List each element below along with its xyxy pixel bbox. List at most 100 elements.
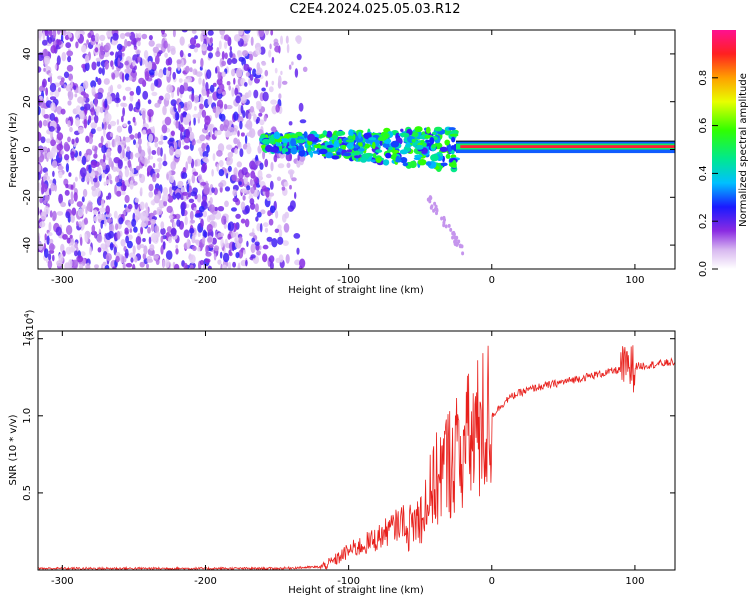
spectrogram-cell: [233, 111, 239, 121]
spectrogram-cell: [77, 126, 84, 134]
colorbar-tick-label: 0.8: [698, 70, 709, 86]
spectrogram-cell: [81, 44, 87, 53]
spectrogram-cell: [211, 237, 217, 245]
spectrogram-cell: [236, 139, 241, 148]
spectrogram-cell: [283, 223, 290, 233]
spectrogram-cell: [154, 194, 160, 204]
spectrogram-cell: [245, 72, 250, 77]
spectrogram-cell: [122, 262, 126, 269]
spectrogram-cell: [49, 238, 54, 245]
spectrogram-cell: [311, 146, 316, 152]
spectrogram-cell: [294, 191, 297, 200]
spectrogram-cell: [120, 239, 126, 247]
snr-y-tick-label: 0.5: [22, 485, 33, 501]
spectrogram-cell: [119, 32, 126, 40]
spectrogram-cell: [395, 159, 402, 163]
spectrogram-cell: [81, 196, 85, 203]
spectrogram-cell: [94, 96, 98, 107]
spectrogram-cell: [74, 176, 78, 182]
spectrogram-cell: [135, 32, 139, 39]
spectrogram-cell: [191, 30, 197, 34]
spectrogram-cell: [169, 175, 175, 184]
spectrogram-cell: [130, 257, 134, 263]
spectrogram-cell: [134, 255, 138, 263]
spectrogram-cell: [67, 100, 72, 106]
spectrogram-cell: [255, 46, 262, 56]
spectrogram-cell: [137, 137, 142, 145]
spectrogram-cell: [103, 153, 106, 162]
spectrogram-cell: [255, 154, 259, 161]
spectrogram-cell: [268, 49, 272, 58]
spectrogram-cell: [434, 126, 443, 132]
spectrogram-cell: [219, 30, 226, 36]
spectrogram-cell: [215, 50, 221, 58]
spectrogram-cell: [47, 260, 53, 269]
spectrogram-cell: [69, 234, 73, 239]
spectrogram-cell: [170, 47, 176, 56]
spectrogram-cell: [282, 240, 289, 247]
spectrogram-cell: [278, 228, 283, 238]
spectrogram-cell: [256, 250, 261, 256]
spectrogram-cell: [194, 70, 198, 75]
spectrogram-cell: [231, 87, 235, 97]
spectrogram-cell: [193, 94, 199, 104]
spectrogram-cell: [150, 82, 155, 92]
spectrogram-cell: [179, 124, 184, 133]
spectrogram-cell: [189, 44, 196, 49]
spectrogram-cell: [124, 179, 129, 187]
spectrogram-cell: [95, 187, 101, 197]
spectrogram-cell: [162, 105, 167, 116]
spectrogram-cell: [186, 86, 193, 92]
spectrogram-cell: [124, 167, 130, 178]
spectrogram-cell: [176, 219, 181, 227]
spectrogram-cell: [273, 131, 281, 140]
spectrogram-cell: [70, 214, 75, 223]
spectrogram-cell: [201, 86, 206, 97]
spectrogram-cell: [194, 106, 197, 111]
spectrogram-cell: [202, 78, 205, 89]
spectrogram-cell: [231, 241, 235, 252]
spectrogram-cell: [39, 221, 46, 228]
spectrogram-cell: [234, 87, 239, 96]
spectrogram-cell: [244, 135, 248, 145]
spectrogram-cell: [179, 84, 185, 95]
spectrogram-cell: [105, 232, 112, 240]
spectrogram-cell: [56, 143, 64, 151]
spectrogram-cell: [268, 255, 275, 263]
spectrogram-cell: [131, 39, 137, 45]
spectrogram-cell: [187, 76, 192, 83]
spectrogram-cell: [80, 251, 86, 257]
spectrogram-cell: [97, 77, 102, 86]
spectrogram-cell: [169, 146, 174, 156]
spectrogram-cell: [79, 151, 82, 157]
spectrogram-cell: [124, 60, 129, 66]
spectrogram-cell: [216, 78, 223, 86]
spectrogram-cell: [169, 186, 172, 194]
spectrogram-cell: [216, 150, 223, 157]
spectrogram-cell: [247, 90, 252, 98]
spectrogram-cell: [192, 113, 200, 118]
spectrogram-cell: [96, 60, 101, 67]
spectrogram-cell: [128, 75, 133, 81]
spectrogram-cell: [141, 33, 148, 40]
spectrogram-cell: [116, 125, 123, 133]
spectrogram-cell: [49, 91, 54, 96]
spectrogram-cell: [127, 203, 133, 210]
spectrogram-cell: [56, 260, 63, 267]
spectrogram-cell: [81, 155, 87, 166]
spectrogram-cell: [445, 153, 451, 159]
spectrogram-cell: [85, 148, 93, 156]
spectrogram-cell: [291, 177, 297, 182]
spectrogram-cell: [431, 144, 437, 149]
spectrogram-cell: [60, 150, 64, 155]
spectrogram-cell: [44, 152, 48, 160]
spectrogram-cell: [45, 138, 52, 144]
spectrogram-cell: [206, 223, 213, 233]
spectrogram-cell: [60, 243, 65, 253]
spectrogram-cell: [135, 85, 141, 96]
spectrogram-cell: [154, 142, 159, 148]
spectrogram-cell: [80, 91, 87, 96]
spectrogram-cell: [127, 120, 131, 125]
spectrogram-cell: [151, 91, 158, 97]
